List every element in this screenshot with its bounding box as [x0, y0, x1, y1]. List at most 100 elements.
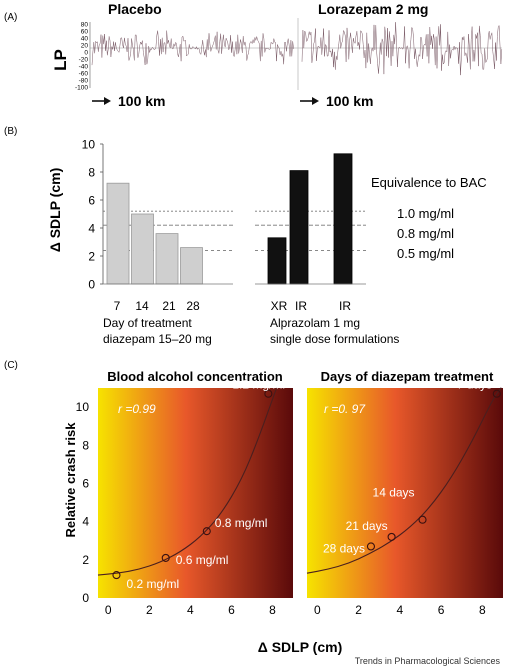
sdlp-bar — [333, 153, 353, 285]
lp-tick-label: 0 — [84, 50, 88, 57]
crash-risk-tick-label: 0 — [82, 591, 89, 605]
point-label: 28 days — [323, 541, 365, 555]
c-left-r-value: r =0.99 — [118, 402, 156, 416]
data-point — [492, 389, 501, 398]
data-point — [387, 532, 396, 541]
black-group-caption-1: Alprazolam 1 mg — [270, 316, 360, 330]
sdlp-tick-label: 2 — [88, 250, 95, 264]
sdlp-x-ticks: 0 2 4 6 8 0 2 4 6 8 — [105, 603, 486, 617]
bac-equivalence-title: Equivalence to BAC — [371, 175, 487, 190]
crash-risk-tick-label: 2 — [82, 553, 89, 567]
sdlp-x-tick-label: 2 — [146, 603, 153, 617]
distance-arrow-lorazepam: 100 km — [300, 93, 373, 109]
sdlp-tick-label: 8 — [88, 166, 95, 180]
panel-b-label: (B) — [4, 126, 17, 137]
sdlp-bar — [267, 237, 287, 285]
panel-a: (A) Placebo Lorazepam 2 mg LP 806040200-… — [4, 1, 503, 109]
sdlp-bar — [131, 213, 154, 285]
sdlp-x-tick-label: 8 — [269, 603, 276, 617]
sdlp-x-tick-label: 0 — [105, 603, 112, 617]
sdlp-tick-label: 10 — [82, 138, 96, 152]
point-label: 7 days — [457, 378, 492, 392]
sdlp-category-labels: 7 14 21 28 XR IR IR — [114, 299, 352, 313]
lp-axis-label: LP — [51, 49, 70, 71]
sdlp-tick-label: 4 — [88, 222, 95, 236]
sdlp-x-tick-label: 4 — [187, 603, 194, 617]
bac-label-2: 0.8 mg/ml — [397, 226, 454, 241]
journal-footer: Trends in Pharmacological Sciences — [354, 656, 500, 666]
sdlp-x-tick-label: 4 — [396, 603, 403, 617]
sdlp-x-tick-label: 2 — [355, 603, 362, 617]
sdlp-category-label: XR — [271, 299, 288, 313]
distance-arrow-placebo: 100 km — [92, 93, 165, 109]
crash-risk-axis-label: Relative crash risk — [63, 422, 78, 538]
sdlp-category-label: 28 — [186, 299, 200, 313]
sdlp-category-label: IR — [295, 299, 307, 313]
c-right-r-value: r =0. 97 — [324, 402, 366, 416]
lorazepam-title: Lorazepam 2 mg — [318, 1, 428, 17]
fit-curve — [97, 387, 278, 576]
point-label: 0.8 mg/ml — [215, 516, 268, 530]
data-point — [112, 571, 121, 580]
sdlp-category-label: 21 — [162, 299, 176, 313]
sdlp-ticks: 0 2 4 6 8 10 — [82, 138, 103, 292]
lp-tick-label: -20 — [79, 57, 89, 64]
bac-label-3: 0.5 mg/ml — [397, 246, 454, 261]
crash-risk-tick-label: 4 — [82, 515, 89, 529]
lorazepam-trace — [301, 22, 503, 76]
lp-tick-label: -60 — [79, 71, 89, 78]
data-point — [264, 389, 273, 398]
sdlp-axis-label: Δ SDLP (cm) — [47, 168, 63, 253]
lp-tick-label: 40 — [81, 36, 89, 43]
black-group-caption-2: single dose formulations — [270, 332, 399, 346]
crash-risk-ticks: 0 2 4 6 8 10 — [76, 400, 90, 605]
point-label: 21 days — [346, 519, 388, 533]
data-point — [418, 515, 427, 524]
lp-tick-label: -80 — [79, 78, 89, 85]
placebo-trace — [91, 30, 294, 66]
c-right-plot-area — [307, 388, 503, 598]
gray-group-caption-2: diazepam 15–20 mg — [103, 332, 212, 346]
sdlp-bar — [155, 233, 179, 285]
sdlp-tick-label: 0 — [88, 278, 95, 292]
lp-tick-label: 20 — [81, 43, 89, 50]
crash-risk-tick-label: 10 — [76, 400, 90, 414]
placebo-title: Placebo — [108, 1, 162, 17]
fit-curve — [306, 387, 502, 574]
panel-b: (B) Δ SDLP (cm) 0 2 4 6 8 10 7 14 21 28 XR IR IR Da… — [4, 126, 487, 346]
sdlp-x-tick-label: 6 — [228, 603, 235, 617]
point-label: 0.2 mg/ml — [126, 577, 179, 591]
sdlp-x-tick-label: 8 — [479, 603, 486, 617]
c-x-axis-label: Δ SDLP (cm) — [258, 639, 343, 655]
point-label: 1.2 mg/ml — [232, 378, 285, 392]
sdlp-bar — [180, 247, 203, 285]
lp-tick-label: -100 — [75, 85, 88, 92]
distance-label-lorazepam: 100 km — [326, 93, 373, 109]
c-left-title: Blood alcohol concentration — [107, 369, 283, 384]
panel-c-label: (C) — [4, 360, 18, 371]
sdlp-x-tick-label: 6 — [438, 603, 445, 617]
data-point — [161, 553, 170, 562]
sdlp-x-tick-label: 0 — [314, 603, 321, 617]
sdlp-bar — [106, 182, 130, 285]
crash-risk-tick-label: 6 — [82, 476, 89, 490]
sdlp-category-label: IR — [339, 299, 351, 313]
panel-a-label: (A) — [4, 12, 17, 23]
c-left-plot: 0.2 mg/ml 0.6 mg/ml 0.8 mg/ml 1.2 mg/ml — [97, 378, 285, 591]
sdlp-category-label: 14 — [135, 299, 149, 313]
c-right-title: Days of diazepam treatment — [321, 369, 494, 384]
bac-label-1: 1.0 mg/ml — [397, 206, 454, 221]
distance-label-placebo: 100 km — [118, 93, 165, 109]
sdlp-category-label: 7 — [114, 299, 121, 313]
sdlp-tick-label: 6 — [88, 194, 95, 208]
sdlp-bar — [289, 170, 309, 285]
data-point — [366, 542, 376, 551]
gray-group-caption-1: Day of treatment — [103, 316, 192, 330]
data-point — [202, 527, 211, 536]
lp-tick-label: -40 — [79, 64, 89, 71]
crash-risk-tick-label: 8 — [82, 438, 89, 452]
sdlp-bars — [103, 153, 366, 285]
point-label: 14 days — [373, 486, 415, 500]
